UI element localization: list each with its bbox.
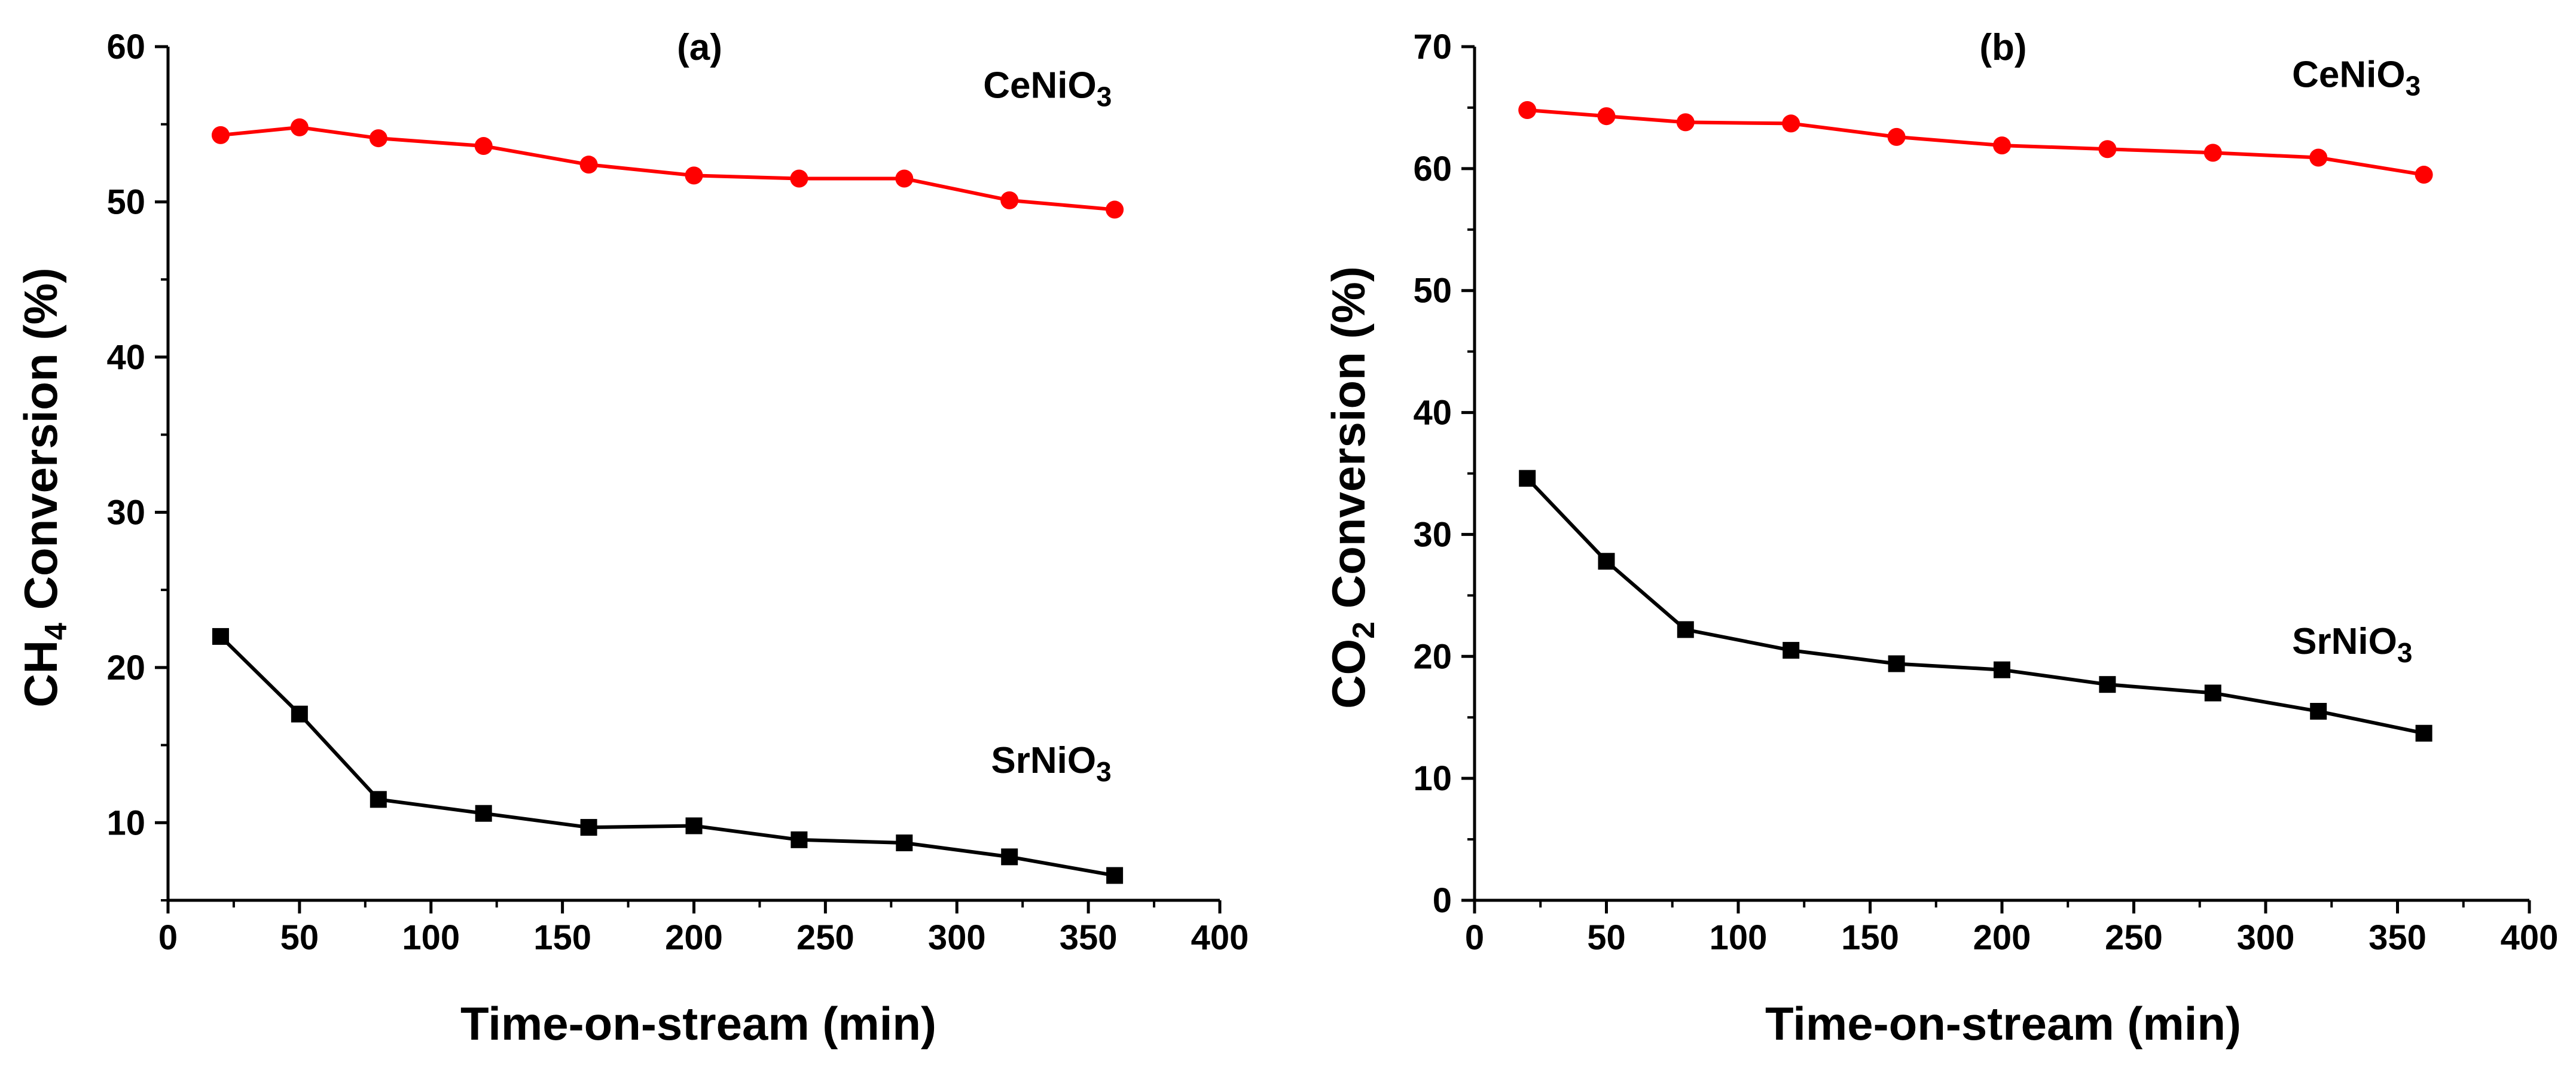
data-point-cenio3: [2309, 148, 2328, 167]
data-point-srnio3: [212, 628, 229, 645]
y-tick-label-b: 70: [1413, 28, 1452, 66]
data-point-cenio3: [1887, 127, 1906, 146]
series-line-cenio3-b: [1527, 108, 2425, 177]
data-point-srnio3: [580, 819, 597, 836]
y-tick-label-a: 60: [106, 28, 145, 66]
data-point-cenio3: [1676, 113, 1695, 132]
data-point-srnio3: [1783, 642, 1800, 659]
y-tick-label-a: 10: [106, 803, 145, 842]
y-axis-title-b: CO2 Conversion (%): [1322, 266, 1381, 709]
y-tick-label-b: 20: [1413, 637, 1452, 676]
data-point-srnio3: [2099, 676, 2116, 693]
series-label-srnio3-b: SrNiO3: [2292, 621, 2412, 668]
x-tick-label-a: 150: [533, 918, 591, 957]
x-tick-label-b: 50: [1587, 918, 1626, 957]
y-tick-label-b: 40: [1413, 394, 1452, 433]
x-tick-label-b: 250: [2105, 918, 2163, 957]
data-point-srnio3: [370, 791, 387, 808]
series-label-cenio3-b: CeNiO3: [2292, 54, 2421, 101]
data-point-srnio3: [2310, 703, 2327, 720]
data-point-cenio3: [1993, 136, 2011, 155]
data-point-cenio3: [1597, 107, 1616, 126]
x-tick-label-a: 350: [1060, 918, 1118, 957]
data-point-srnio3: [475, 805, 492, 822]
x-tick-label-a: 50: [280, 918, 319, 957]
x-tick-label-a: 0: [158, 918, 178, 957]
data-point-cenio3: [2415, 166, 2433, 184]
data-point-cenio3: [579, 156, 598, 174]
panel-title-a: (a): [677, 27, 722, 68]
data-point-srnio3: [1519, 470, 1536, 487]
x-tick-label-a: 400: [1191, 918, 1249, 957]
chart-panel-b: (b) 0 50 100 150 200 250 300 350 400 0 10 20 30 40 50 6…: [1322, 27, 2558, 1050]
x-axis-title-a: Time-on-stream (min): [460, 997, 936, 1050]
x-tick-label-b: 400: [2501, 918, 2559, 957]
data-point-srnio3: [1106, 867, 1124, 884]
data-point-srnio3: [291, 705, 308, 723]
y-tick-label-b: 0: [1433, 881, 1452, 920]
data-point-cenio3: [290, 118, 309, 136]
series-label-cenio3-a: CeNiO3: [983, 65, 1112, 112]
data-point-srnio3: [1598, 553, 1615, 570]
y-tick-label-b: 50: [1413, 272, 1452, 310]
y-axis-title-a: CH4 Conversion (%): [14, 267, 74, 707]
x-tick-label-a: 100: [402, 918, 460, 957]
series-label-srnio3-a: SrNiO3: [991, 740, 1111, 787]
data-point-cenio3: [1518, 101, 1537, 120]
y-tick-label-a: 50: [106, 182, 145, 221]
y-tick-label-a: 30: [106, 493, 145, 532]
data-point-cenio3: [2203, 144, 2222, 162]
series-line-srnio3-a: [219, 635, 1115, 878]
y-tick-label-b: 30: [1413, 515, 1452, 554]
x-tick-label-a: 300: [928, 918, 986, 957]
x-tick-label-b: 300: [2237, 918, 2295, 957]
data-point-srnio3: [1994, 661, 2010, 678]
y-tick-label-a: 20: [106, 648, 145, 687]
x-tick-label-b: 100: [1710, 918, 1768, 957]
chart-panel-a: (a) 0 50 100 150 200 250 300 350 400 10 20 30 40 50 60…: [14, 27, 1249, 1050]
data-point-cenio3: [1106, 200, 1124, 219]
x-tick-label-b: 150: [1841, 918, 1899, 957]
data-point-srnio3: [2204, 684, 2221, 702]
data-point-cenio3: [211, 126, 230, 144]
data-point-cenio3: [790, 169, 808, 188]
data-point-cenio3: [2098, 140, 2117, 159]
series-line-cenio3-a: [220, 125, 1115, 212]
x-tick-label-b: 200: [1973, 918, 2031, 957]
panel-title-b: (b): [1979, 27, 2026, 68]
x-axis-title-b: Time-on-stream (min): [1765, 997, 2241, 1050]
data-point-srnio3: [685, 817, 703, 835]
y-tick-label-b: 60: [1413, 150, 1452, 188]
data-point-cenio3: [685, 166, 703, 185]
x-tick-label-a: 200: [665, 918, 723, 957]
data-point-srnio3: [790, 831, 808, 848]
data-point-cenio3: [895, 169, 914, 188]
data-point-srnio3: [2415, 724, 2432, 742]
y-tick-label-b: 10: [1413, 759, 1452, 798]
data-point-cenio3: [474, 137, 493, 156]
y-tick-label-a: 40: [106, 338, 145, 377]
x-tick-label-a: 250: [796, 918, 854, 957]
data-point-srnio3: [896, 835, 913, 852]
data-point-cenio3: [1000, 191, 1019, 209]
data-point-srnio3: [1888, 655, 1905, 672]
data-point-cenio3: [1782, 114, 1800, 133]
data-point-srnio3: [1677, 621, 1694, 638]
series-line-srnio3-b: [1526, 477, 2425, 735]
data-point-cenio3: [369, 129, 387, 148]
x-tick-label-b: 350: [2369, 918, 2427, 957]
data-point-srnio3: [1001, 848, 1018, 866]
x-tick-label-b: 0: [1465, 918, 1484, 957]
